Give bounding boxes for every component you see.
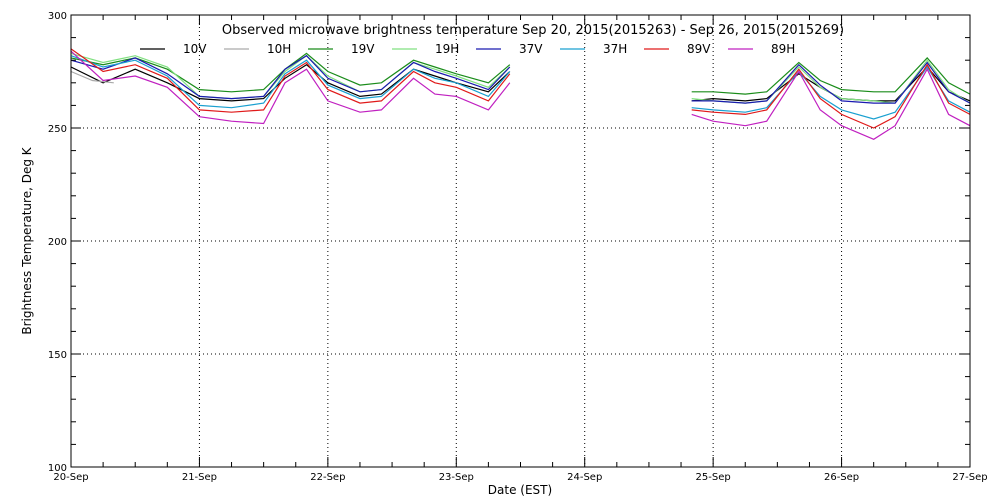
legend-label-19V: 19V <box>351 42 375 56</box>
x-tick-label: 27-Sep <box>952 472 987 483</box>
chart-title: Observed microwave brightness temperatur… <box>222 23 844 38</box>
x-tick-label: 23-Sep <box>439 472 474 483</box>
series-line-89V <box>691 63 971 129</box>
series-lines <box>70 48 971 140</box>
y-tick-label: 200 <box>48 237 67 248</box>
y-tick-label: 300 <box>48 11 67 22</box>
legend-label-10H: 10H <box>267 42 291 56</box>
y-axis-label: Brightness Temperature, Deg K <box>20 146 34 334</box>
series-line-37H <box>70 55 511 109</box>
series-line-89H <box>70 50 511 125</box>
legend-label-19H: 19H <box>435 42 459 56</box>
legend-label-10V: 10V <box>183 42 207 56</box>
series-line-37H <box>691 65 971 120</box>
series-line-37V <box>70 54 511 100</box>
y-tick-label: 250 <box>48 124 67 135</box>
y-tick-label: 150 <box>48 350 67 361</box>
series-line-19V <box>70 52 511 93</box>
x-tick-label: 21-Sep <box>182 472 217 483</box>
series-line-37V <box>691 61 971 104</box>
x-tick-label: 24-Sep <box>567 472 602 483</box>
x-axis-label: Date (EST) <box>488 483 552 497</box>
y-tick-label: 100 <box>48 463 67 474</box>
x-tick-label: 20-Sep <box>53 472 88 483</box>
legend-label-89H: 89H <box>771 42 795 56</box>
series-line-89V <box>70 48 511 113</box>
axes: 20-Sep 21-Sep 22-Sep 23-Sep 24-Sep 25-Sep 26-S… <box>48 11 988 483</box>
legend-label-89V: 89V <box>687 42 711 56</box>
grid <box>71 15 970 467</box>
legend-label-37V: 37V <box>519 42 543 56</box>
x-tick-label: 26-Sep <box>824 472 859 483</box>
x-tick-label: 22-Sep <box>310 472 345 483</box>
legend-label-37H: 37H <box>603 42 627 56</box>
x-tick-label: 25-Sep <box>696 472 731 483</box>
legend: 10V 10H 19V 19H 37V 37H 89V 89H <box>140 42 795 56</box>
series-line-10H <box>70 70 114 84</box>
series-line-89H <box>691 67 971 140</box>
series-line-19V <box>691 57 971 95</box>
series-line-10V <box>70 63 511 102</box>
